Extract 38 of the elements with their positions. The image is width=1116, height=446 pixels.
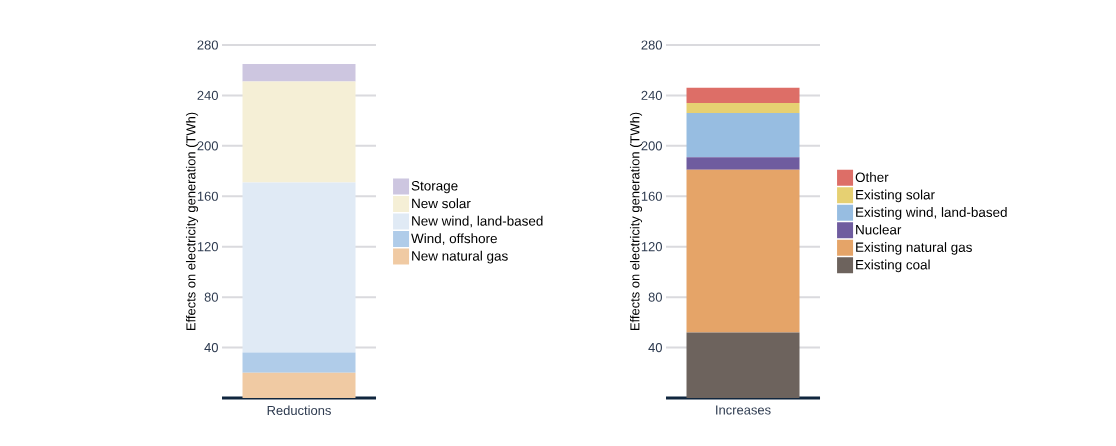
legend-label: New natural gas <box>412 250 508 264</box>
y-tick-label: 80 <box>648 292 662 302</box>
legend-label: New wind, land-based <box>412 215 543 228</box>
bar <box>686 332 800 398</box>
y-tick-label: 280 <box>641 40 662 50</box>
bar <box>242 182 356 353</box>
bar <box>242 372 356 398</box>
y-tick-label: 200 <box>641 141 662 151</box>
y-tick-label: 240 <box>641 90 662 100</box>
legend-label: Existing natural gas <box>856 242 972 255</box>
y-tick-label: 80 <box>204 292 218 302</box>
legend-label: New solar <box>412 198 471 209</box>
y-tick-label: 160 <box>641 191 662 201</box>
y-tick-label: 120 <box>641 242 662 252</box>
bar <box>242 63 356 82</box>
legend-label: Existing coal <box>856 259 930 273</box>
bar <box>686 157 800 170</box>
y-tick-label: 160 <box>197 191 218 201</box>
y-tick-label: 40 <box>204 342 218 353</box>
legend-label: Other <box>855 172 889 182</box>
legend-label: Nuclear <box>856 224 902 235</box>
y-tick-label: 40 <box>648 342 662 353</box>
legend-label: Existing solar <box>856 189 935 203</box>
bar <box>686 87 800 103</box>
legend-label: Wind, offshore <box>411 233 497 245</box>
y-tick-label: 120 <box>197 242 218 252</box>
legend-label: Existing wind, land-based <box>856 207 1007 220</box>
bar <box>686 169 800 333</box>
bar <box>242 81 356 183</box>
bar <box>686 113 800 158</box>
legend-label: Storage <box>411 181 458 194</box>
x-tick-label: Reductions <box>267 405 331 416</box>
bar <box>686 102 800 114</box>
y-tick-label: 240 <box>197 90 218 100</box>
x-tick-label: Increases <box>716 405 771 415</box>
y-tick-label: 200 <box>197 141 218 151</box>
bar <box>242 352 356 373</box>
y-tick-label: 280 <box>197 40 218 50</box>
